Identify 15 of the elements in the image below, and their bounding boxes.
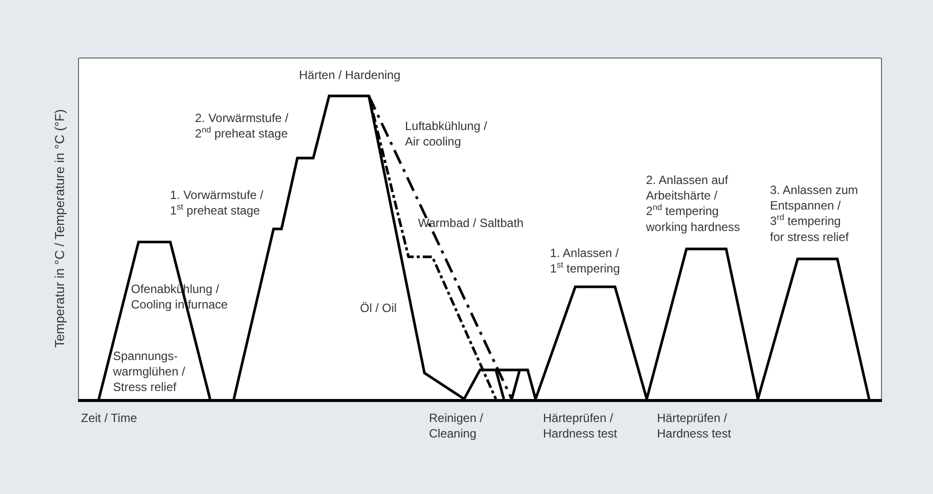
annotation: Warmbad / Saltbath (418, 216, 524, 230)
annotation: 2. Vorwärmstufe / 2$^{nd}$ preheat stage (195, 111, 290, 141)
text: Härteprüfen / Hardness test (543, 411, 618, 441)
annotation: 1. Anlassen / 1$^{st}$ tempering (550, 246, 620, 276)
text: Härten / Hardening (299, 68, 400, 82)
annotation: Spannungs- warmglühen / Stress relief (112, 349, 186, 394)
annotation: 3. Anlassen zum Entspannen / 3$^{rd}$ tempering for stress relief (770, 183, 858, 244)
text: Reinigen / Cleaning (429, 411, 484, 441)
annotation: Öl / Oil (360, 301, 397, 315)
annotation: 2. Anlassen auf Arbeitshärte / 2$^{nd}$ tempering working hardness (645, 173, 740, 234)
annotation: 1. Vorwärmstufe / 1$^{st}$ preheat stage (170, 188, 264, 218)
text: Härteprüfen / Hardness test (657, 411, 732, 441)
annotation: Luftabkühlung / Air cooling (405, 119, 488, 149)
y-axis-title: Temperatur in °C / Temperature in °C (°F) (52, 109, 67, 348)
text: Zeit / Time (81, 411, 138, 425)
